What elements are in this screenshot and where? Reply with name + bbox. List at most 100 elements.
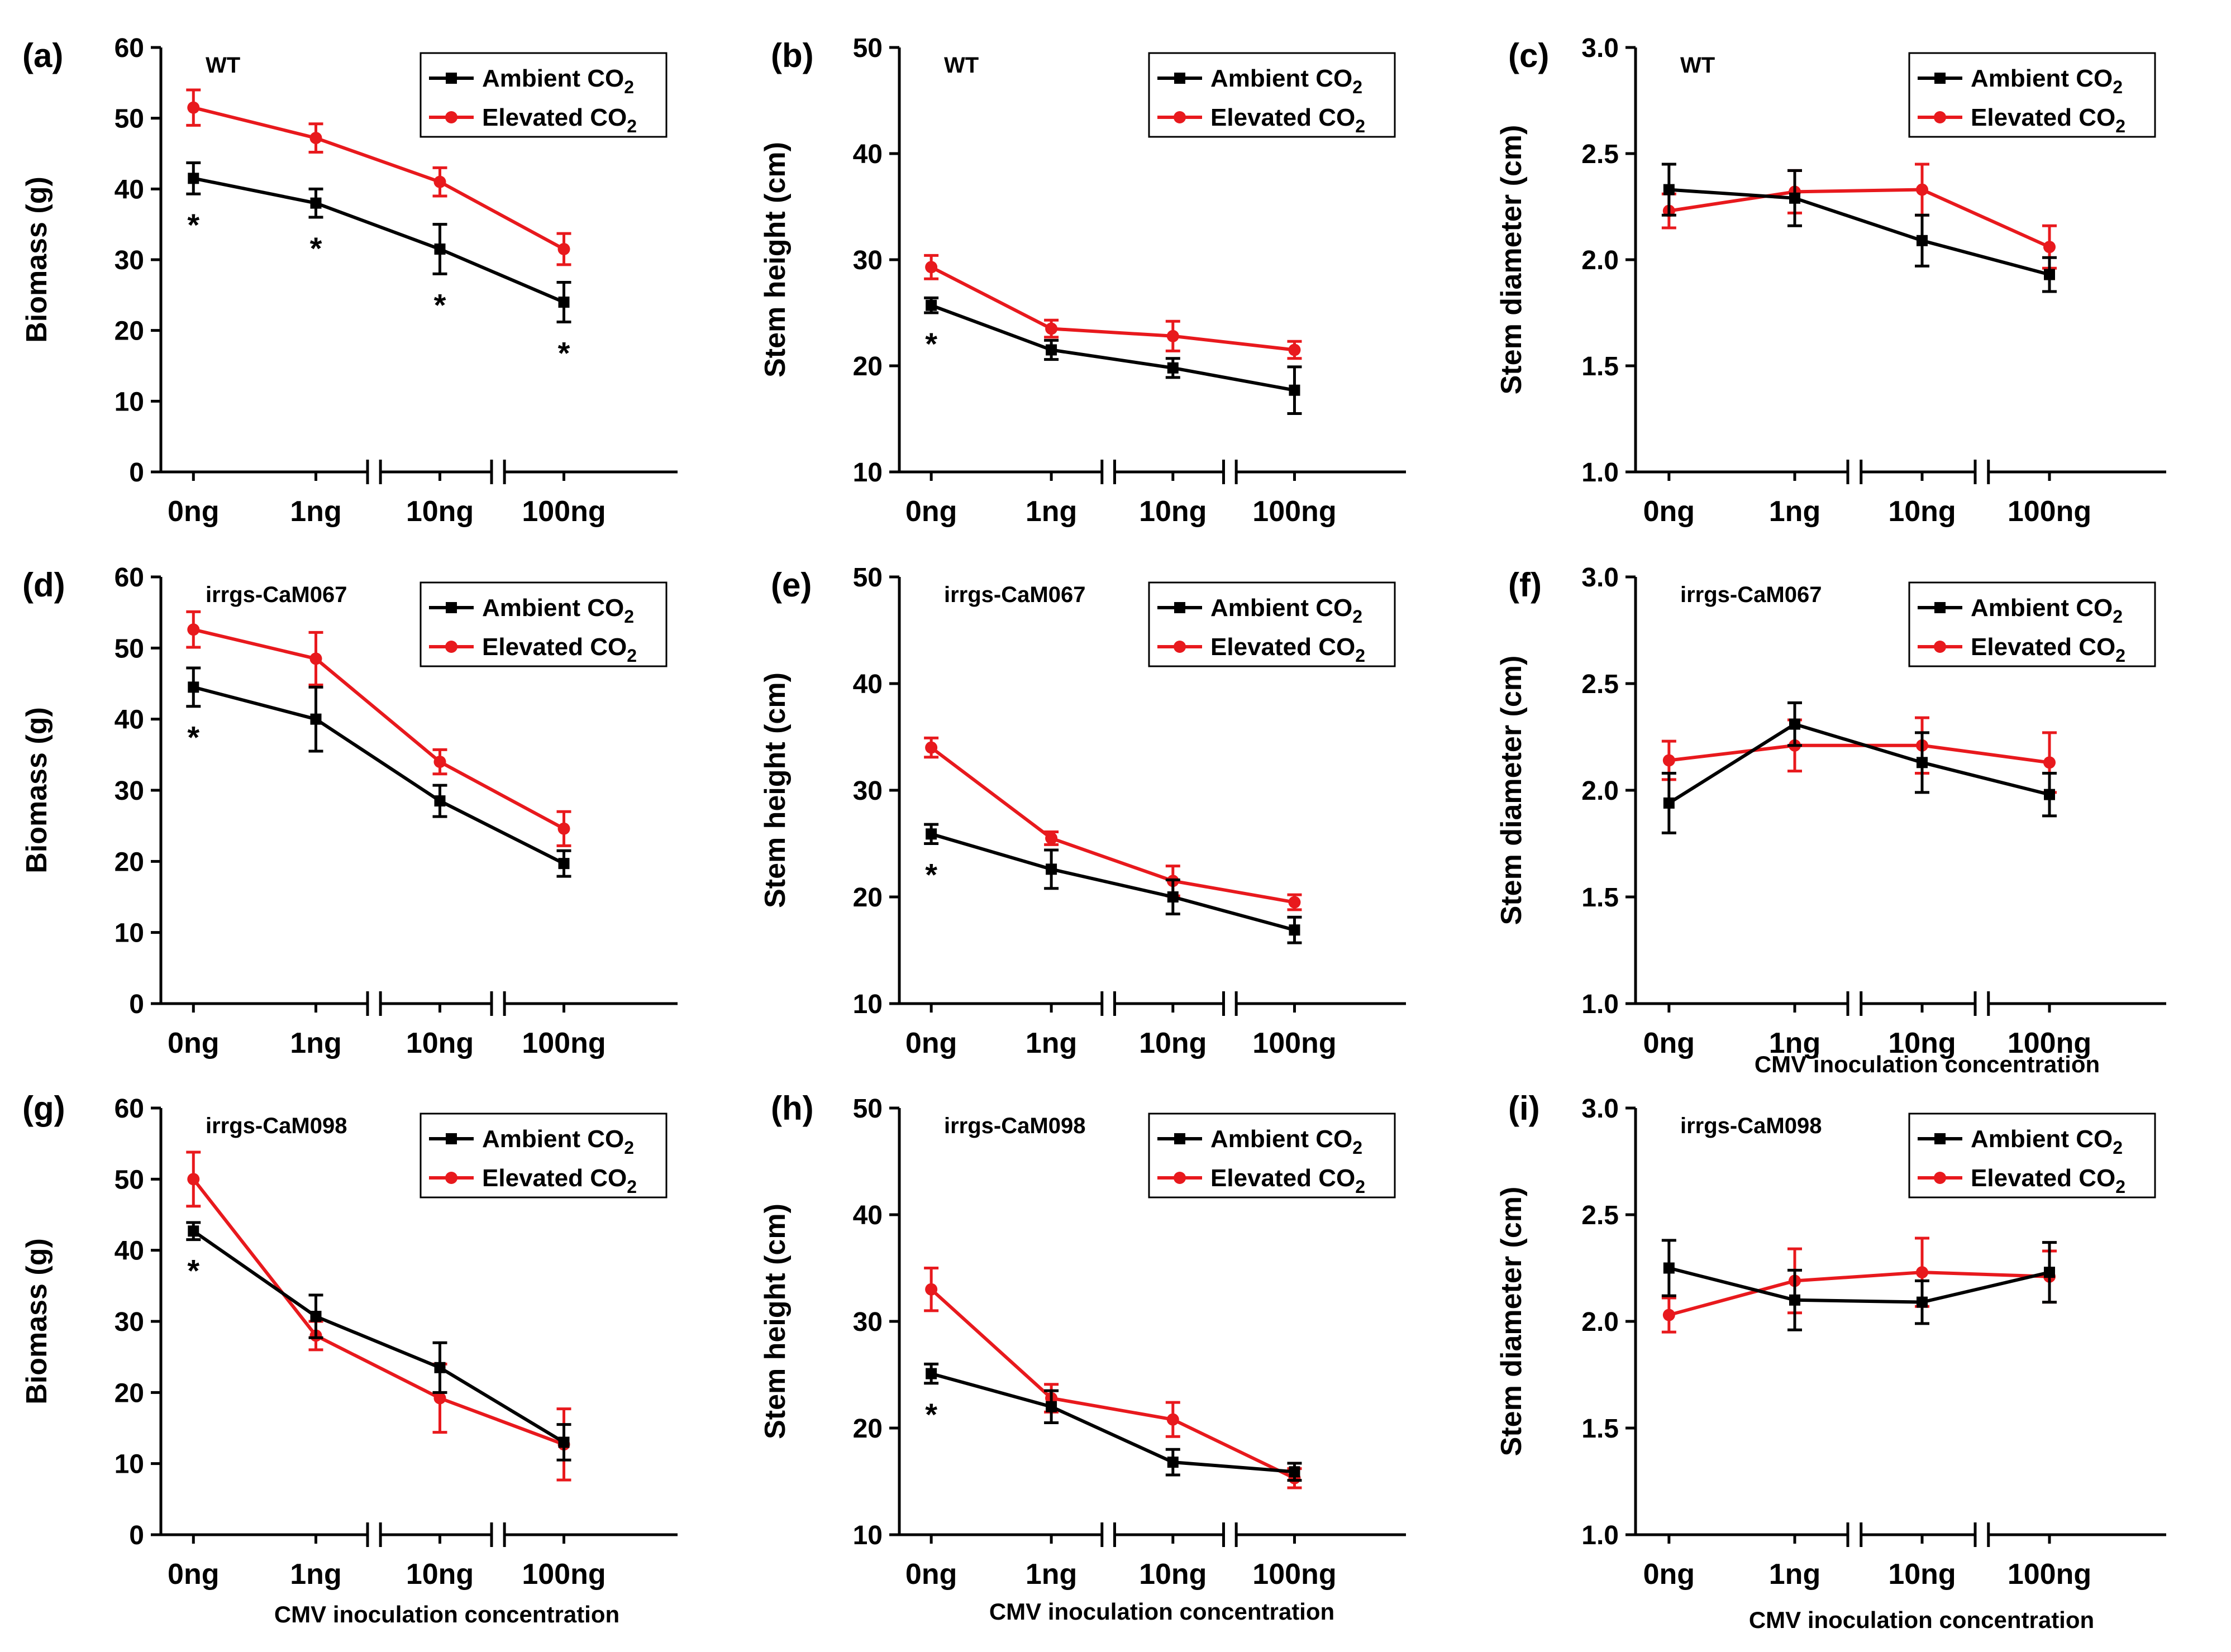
x-tick-label: 100ng: [2008, 1027, 2091, 1059]
series-line-ambient: [931, 1372, 1295, 1474]
series-line-ambient: [193, 176, 565, 304]
legend-label-subscript: 2: [627, 116, 637, 136]
chart-panel-i: 1.0 1.5 2.0 2.5 3.0 0ng 1ng 10ng 100ng Stem diame…: [1495, 1090, 2166, 1591]
x-tick-label: 1ng: [1769, 495, 1820, 528]
legend-label-subscript: 2: [627, 646, 637, 666]
legend: [419, 581, 668, 667]
panel-subtitle: irrgs-CaM098: [1680, 1114, 1822, 1138]
data-point-elevated: [1045, 832, 1058, 844]
data-point-ambient: [2044, 1267, 2055, 1278]
data-point-elevated: [433, 1392, 446, 1405]
y-tick-label: 1.0: [1581, 458, 1619, 488]
y-axis-label: Stem diameter (cm): [1495, 656, 1528, 925]
data-point-ambient: [1167, 362, 1179, 374]
legend-marker-circle: [1174, 641, 1186, 653]
y-tick-label: 0: [129, 458, 144, 488]
data-point-elevated: [1045, 322, 1058, 335]
y-tick-label: 30: [115, 1307, 144, 1337]
data-point-ambient: [188, 681, 199, 693]
legend-label-subscript: 2: [2115, 646, 2125, 666]
data-point-ambient: [926, 828, 937, 840]
data-point-elevated: [1166, 1413, 1179, 1426]
y-tick-label: 1.5: [1581, 1414, 1619, 1444]
significance-star: *: [310, 231, 322, 266]
panel-subtitle: irrgs-CaM098: [206, 1114, 347, 1138]
legend-marker-square: [446, 1133, 457, 1144]
legend-marker-circle: [1934, 1172, 1946, 1184]
data-point-elevated: [2043, 756, 2056, 769]
data-point-ambient: [434, 795, 446, 807]
panel-subtitle: irrgs-CaM067: [944, 583, 1085, 607]
legend-label-subscript: 2: [2115, 1177, 2125, 1197]
y-tick-label: 3.0: [1581, 563, 1619, 593]
x-tick-label: 10ng: [1888, 1027, 1956, 1059]
x-tick-label: 10ng: [406, 1027, 474, 1059]
significance-star: *: [925, 326, 937, 361]
legend-label: Ambient CO2: [1210, 1125, 1362, 1158]
data-point-elevated: [433, 756, 446, 768]
y-tick-label: 0: [129, 990, 144, 1019]
y-tick-label: 3.0: [1581, 34, 1619, 63]
x-tick-label: 1ng: [1026, 1027, 1077, 1059]
panel-subtitle: irrgs-CaM067: [1680, 583, 1822, 607]
legend-label: Ambient CO2: [482, 1125, 634, 1158]
data-point-ambient: [1289, 384, 1300, 396]
x-tick-label: 10ng: [406, 495, 474, 528]
y-tick-label: 20: [115, 847, 144, 877]
data-point-elevated: [1662, 1309, 1675, 1321]
legend-label-subscript: 2: [2113, 1138, 2123, 1158]
x-tick-label: 1ng: [1769, 1558, 1820, 1591]
legend: [419, 1113, 668, 1199]
y-axis-label: Stem height (cm): [759, 1204, 792, 1439]
data-point-ambient: [434, 1362, 446, 1373]
y-tick-label: 10: [115, 919, 144, 948]
legend-label: Elevated CO2: [1971, 104, 2125, 136]
x-tick-label: 1ng: [290, 1558, 341, 1591]
series-line-elevated: [1669, 188, 2051, 249]
y-axis-label: Stem height (cm): [759, 672, 792, 908]
data-point-ambient: [2044, 269, 2055, 280]
x-tick-label: 10ng: [1888, 1558, 1956, 1591]
legend: [1908, 52, 2156, 138]
data-point-ambient: [1046, 1401, 1057, 1412]
legend-label: Elevated CO2: [1971, 1164, 2125, 1197]
panel-tag: (b): [771, 37, 814, 74]
legend-label: Elevated CO2: [1210, 1164, 1365, 1197]
series-line-ambient: [1669, 188, 2050, 276]
x-tick-label: 0ng: [905, 1027, 957, 1059]
x-tick-label: 10ng: [1139, 495, 1207, 528]
series-line-ambient: [931, 832, 1295, 932]
data-point-elevated: [187, 101, 200, 114]
data-point-ambient: [1663, 1262, 1675, 1274]
legend-marker-circle: [1174, 1172, 1186, 1184]
y-tick-label: 50: [115, 104, 144, 134]
legend-marker-square: [1174, 1133, 1185, 1144]
x-axis-title: CMV inoculation concentration: [1755, 1051, 2100, 1077]
y-tick-label: 10: [853, 458, 883, 488]
legend-marker-circle: [445, 1172, 457, 1184]
data-point-elevated: [925, 1283, 938, 1296]
chart-panel-b: 10 20 30 40 50 0ng 1ng 10ng 100ng Stem height (cm…: [759, 34, 1406, 528]
significance-star: *: [925, 1397, 937, 1432]
data-point-ambient: [1046, 344, 1057, 356]
chart-panel-g: 0 10 20 30 40 50 60 0ng 1ng 10ng 100ng Biomass (g) (…: [21, 1090, 678, 1591]
y-axis-label: Biomass (g): [21, 707, 53, 873]
chart-panel-d: 0 10 20 30 40 50 60 0ng 1ng 10ng 100ng Biomass (g) (…: [21, 563, 678, 1059]
data-point-ambient: [558, 1436, 570, 1448]
series-line-ambient: [192, 1229, 565, 1444]
legend-marker-circle: [1934, 641, 1946, 653]
data-point-ambient: [310, 197, 322, 209]
chart-panel-f: 1.0 1.5 2.0 2.5 3.0 0ng 1ng 10ng 100ng Stem diame…: [1495, 563, 2166, 1059]
y-tick-label: 2.0: [1581, 246, 1619, 275]
data-point-elevated: [925, 741, 938, 754]
y-tick-label: 20: [115, 1378, 144, 1408]
legend-label: Ambient CO2: [482, 65, 634, 97]
x-tick-label: 1ng: [1026, 495, 1077, 528]
series-line-ambient: [1669, 1266, 2050, 1304]
data-point-ambient: [1663, 797, 1675, 809]
legend-label: Ambient CO2: [1971, 594, 2123, 627]
legend-label-subscript: 2: [1352, 607, 1362, 627]
series-line-elevated: [192, 1178, 565, 1446]
data-point-ambient: [558, 858, 570, 870]
panel-tag: (i): [1508, 1090, 1540, 1127]
